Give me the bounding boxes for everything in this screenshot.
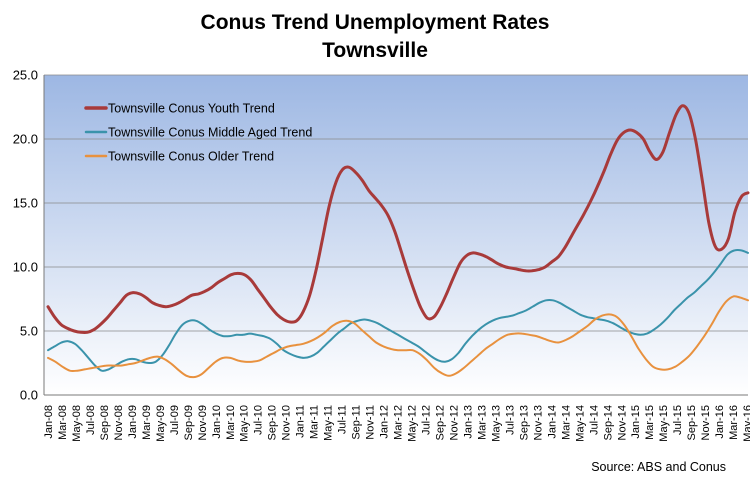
x-tick-label: Mar-09 (141, 405, 153, 440)
x-tick-label: Jan-14 (546, 405, 558, 439)
x-tick-label: Jul-12 (421, 405, 433, 435)
x-tick-label: May-15 (658, 405, 670, 442)
chart-subtitle: Townsville (322, 39, 428, 62)
x-tick-label: Jan-08 (43, 405, 55, 439)
series-line-1 (46, 104, 750, 335)
x-tick-label: Jul-11 (337, 405, 349, 434)
x-tick-label: Sep-14 (602, 405, 614, 440)
x-tick-label: Jan-11 (295, 405, 307, 438)
x-tick-label: Nov-14 (616, 405, 628, 440)
x-tick-label: Sep-12 (434, 405, 446, 440)
x-axis: Jan-08 Mar-08 May-08 Jul-08 Sep-08 Nov-08 Jan-… (43, 394, 750, 442)
y-tick-label: 10.0 (13, 260, 38, 275)
x-tick-label: May-14 (574, 405, 586, 442)
x-tick-label: Mar-10 (225, 405, 237, 440)
x-tick-label: Mar-13 (476, 405, 488, 440)
source-note: Source: ABS and Conus (591, 460, 726, 474)
y-axis: 0.0 5.0 10.0 15.0 20.0 25.0 (13, 68, 45, 403)
y-tick-label: 0.0 (20, 388, 38, 403)
x-tick-label: Jul-13 (504, 405, 516, 435)
x-tick-label: Sep-08 (99, 405, 111, 440)
x-tick-label: May-09 (155, 405, 167, 442)
x-tick-label: Nov-15 (700, 405, 712, 440)
x-tick-label: Jan-16 (714, 405, 726, 439)
x-tick-label: Mar-15 (644, 405, 656, 440)
x-tick-label: Sep-15 (686, 405, 698, 440)
x-tick-label: Jul-10 (253, 405, 265, 435)
x-tick-label: Sep-11 (351, 405, 363, 440)
x-tick-label: Mar-14 (560, 405, 572, 440)
x-tick-label: Nov-10 (281, 405, 293, 440)
x-tick-label: May-08 (71, 405, 83, 442)
x-tick-label: May-10 (239, 405, 251, 442)
x-tick-label: Sep-10 (267, 405, 279, 440)
x-tick-label: Jan-10 (211, 405, 223, 439)
x-tick-label: Jan-09 (127, 405, 139, 439)
legend-label: Townsville Conus Middle Aged Trend (108, 126, 312, 140)
x-tick-label: Mar-12 (393, 405, 405, 440)
x-tick-label: May-13 (490, 405, 502, 442)
x-tick-label: Sep-09 (183, 405, 195, 440)
x-tick-label: Jan-13 (462, 405, 474, 439)
x-tick-label: Jul-15 (672, 405, 684, 435)
x-tick-label: Nov-11 (365, 405, 377, 440)
y-tick-label: 5.0 (20, 324, 38, 339)
chart-title: Conus Trend Unemployment Rates (200, 11, 550, 34)
x-tick-label: Mar-08 (57, 405, 69, 440)
x-tick-label: Jul-08 (85, 405, 97, 435)
x-tick-label: Nov-08 (113, 405, 125, 440)
x-tick-label: Sep-13 (518, 405, 530, 440)
legend-label: Townsville Conus Youth Trend (108, 102, 275, 116)
x-tick-label: May-11 (323, 405, 335, 441)
x-tick-label: May-12 (407, 405, 419, 442)
x-tick-label: Nov-13 (532, 405, 544, 440)
series-line-2 (47, 248, 749, 372)
series-lines (46, 104, 750, 379)
x-tick-label: Mar-11 (309, 405, 321, 439)
y-tick-label: 20.0 (13, 132, 38, 147)
x-tick-label: Nov-12 (448, 405, 460, 440)
x-tick-label: Jul-09 (169, 405, 181, 435)
y-tick-label: 15.0 (13, 196, 38, 211)
x-tick-label: Jan-12 (379, 405, 391, 439)
x-tick-label: May-16 (742, 405, 750, 442)
series-line-3 (47, 295, 749, 379)
x-tick-label: Nov-09 (197, 405, 209, 440)
x-tick-label: Jan-15 (630, 405, 642, 439)
x-tick-label: Mar-16 (728, 405, 740, 440)
y-tick-label: 25.0 (13, 68, 38, 83)
x-tick-label: Jul-14 (588, 405, 600, 435)
legend-label: Townsville Conus Older Trend (108, 150, 274, 164)
legend: Townsville Conus Youth Trend Townsville C… (84, 102, 312, 164)
